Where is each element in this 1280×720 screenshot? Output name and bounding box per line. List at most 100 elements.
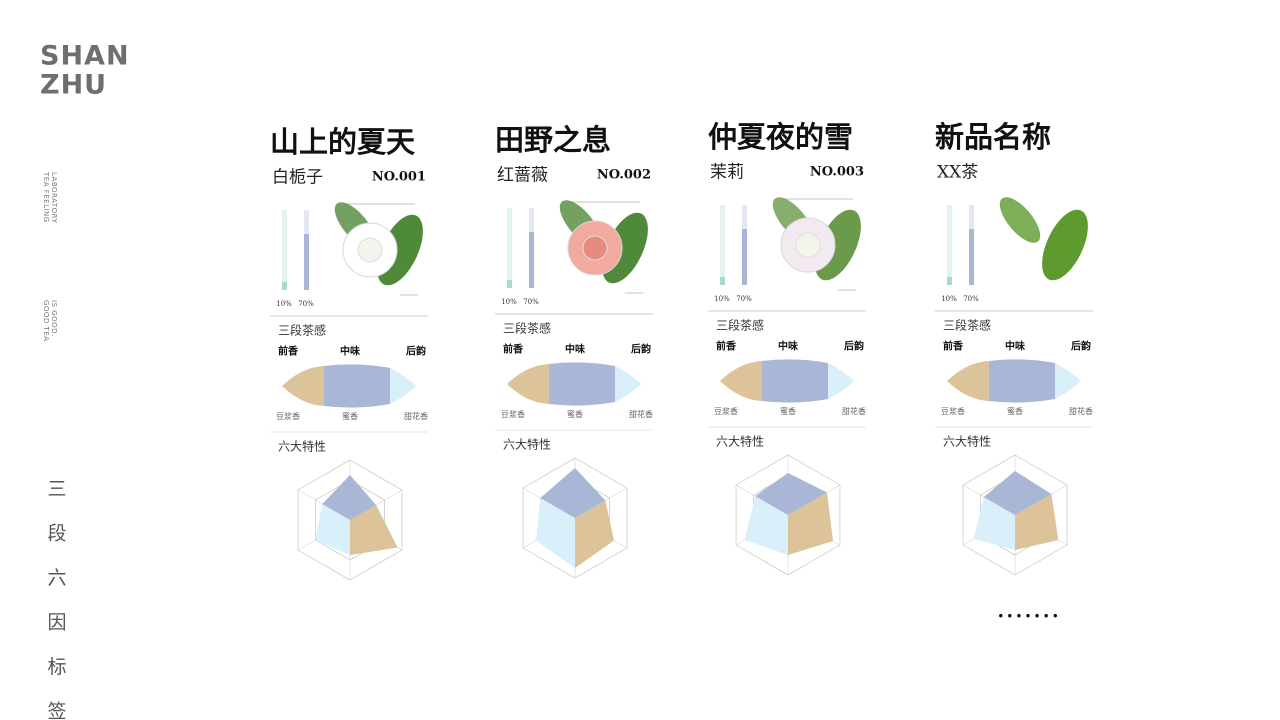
radar-area <box>983 471 1052 515</box>
stage-label: 后韵 <box>631 343 651 356</box>
bar <box>969 229 974 285</box>
stage-label: 后韵 <box>406 345 426 358</box>
note-label: 甜花香 <box>404 411 428 421</box>
leaf <box>999 197 1041 243</box>
radar-area <box>575 500 614 568</box>
taste-middle <box>989 359 1055 403</box>
bar-label: 10% <box>501 298 517 306</box>
bar <box>720 277 725 285</box>
stage-label: 中味 <box>778 340 798 353</box>
card-title: 新品名称 <box>935 120 1051 154</box>
vertical-title: 标 <box>47 656 66 678</box>
section-title: 三段茶感 <box>716 318 764 333</box>
stage-label: 前香 <box>278 345 298 358</box>
note-label: 蜜香 <box>780 406 796 416</box>
stage-label: 中味 <box>340 345 360 358</box>
taste-front <box>282 366 324 406</box>
bar-label: 70% <box>523 298 539 306</box>
stage-label: 前香 <box>716 340 736 353</box>
note-label: 甜花香 <box>842 406 866 416</box>
bar-label: 10% <box>941 295 957 303</box>
stage-label: 前香 <box>943 340 963 353</box>
bar-track <box>947 205 952 285</box>
section-title: 六大特性 <box>278 439 326 454</box>
taste-leaf <box>720 359 854 403</box>
card-title: 山上的夏天 <box>270 125 415 159</box>
vertical-title: 段 <box>47 523 66 545</box>
card-title: 仲夏夜的雪 <box>708 120 853 154</box>
section-title: 六大特性 <box>943 434 991 449</box>
taste-front <box>720 361 762 401</box>
note-label: 甜花香 <box>629 409 653 419</box>
card-number: NO.002 <box>597 168 651 183</box>
section-title: 三段茶感 <box>278 323 326 338</box>
note-label: 甜花香 <box>1069 406 1093 416</box>
vertical-title: 三 <box>47 478 66 500</box>
bar-label: 70% <box>736 295 752 303</box>
note-label: 豆浆香 <box>276 411 300 421</box>
radar-area <box>350 505 398 555</box>
section-title: 三段茶感 <box>503 321 551 336</box>
radar-area <box>1015 494 1059 550</box>
flower <box>357 237 383 263</box>
stage-label: 中味 <box>565 343 585 356</box>
bar <box>507 280 512 288</box>
side-note: LABORATORY <box>50 172 58 224</box>
stage-label: 前香 <box>503 343 523 356</box>
side-note: TEA FEELING <box>42 171 50 223</box>
note-label: 蜜香 <box>567 409 583 419</box>
side-note: IS GOOD. <box>50 300 58 337</box>
taste-leaf <box>947 359 1081 403</box>
bar-label: 10% <box>276 300 292 308</box>
taste-leaf <box>507 362 641 406</box>
taste-front <box>507 364 549 404</box>
radar-area <box>322 475 376 520</box>
radar-area <box>755 473 827 515</box>
bar-track <box>507 208 512 288</box>
note-label: 豆浆香 <box>941 406 965 416</box>
taste-front <box>947 361 989 401</box>
bar <box>282 282 287 290</box>
taste-middle <box>762 359 828 403</box>
taste-leaf <box>282 364 416 408</box>
bar-label: 70% <box>298 300 314 308</box>
pagination: ••••••• <box>997 610 1061 624</box>
bar <box>947 277 952 285</box>
taste-after <box>615 366 641 402</box>
taste-after <box>828 363 854 399</box>
stage-label: 后韵 <box>844 340 864 353</box>
section-title: 六大特性 <box>716 434 764 449</box>
card-subtitle: 白栀子 <box>272 168 323 188</box>
vertical-title: 因 <box>47 612 66 634</box>
flower <box>795 232 821 258</box>
card-subtitle: 茉莉 <box>710 163 744 183</box>
bar-label: 70% <box>963 295 979 303</box>
taste-middle <box>324 364 390 408</box>
note-label: 豆浆香 <box>714 406 738 416</box>
note-label: 豆浆香 <box>501 409 525 419</box>
radar-area <box>788 492 834 555</box>
section-title: 三段茶感 <box>943 318 991 333</box>
card-title: 田野之息 <box>495 123 611 157</box>
brand: SHAN <box>40 41 130 72</box>
card-number: NO.003 <box>810 165 864 180</box>
section-title: 六大特性 <box>503 437 551 452</box>
flower <box>582 235 608 261</box>
bar-track <box>282 210 287 290</box>
taste-after <box>390 368 416 404</box>
bar-label: 10% <box>714 295 730 303</box>
taste-after <box>1055 363 1081 399</box>
stage-label: 后韵 <box>1071 340 1091 353</box>
note-label: 蜜香 <box>1007 406 1023 416</box>
leaf <box>1042 209 1088 281</box>
bar-track <box>720 205 725 285</box>
bar <box>529 232 534 288</box>
brand: ZHU <box>40 70 107 101</box>
vertical-title: 六 <box>47 567 66 589</box>
radar-area <box>540 468 606 518</box>
